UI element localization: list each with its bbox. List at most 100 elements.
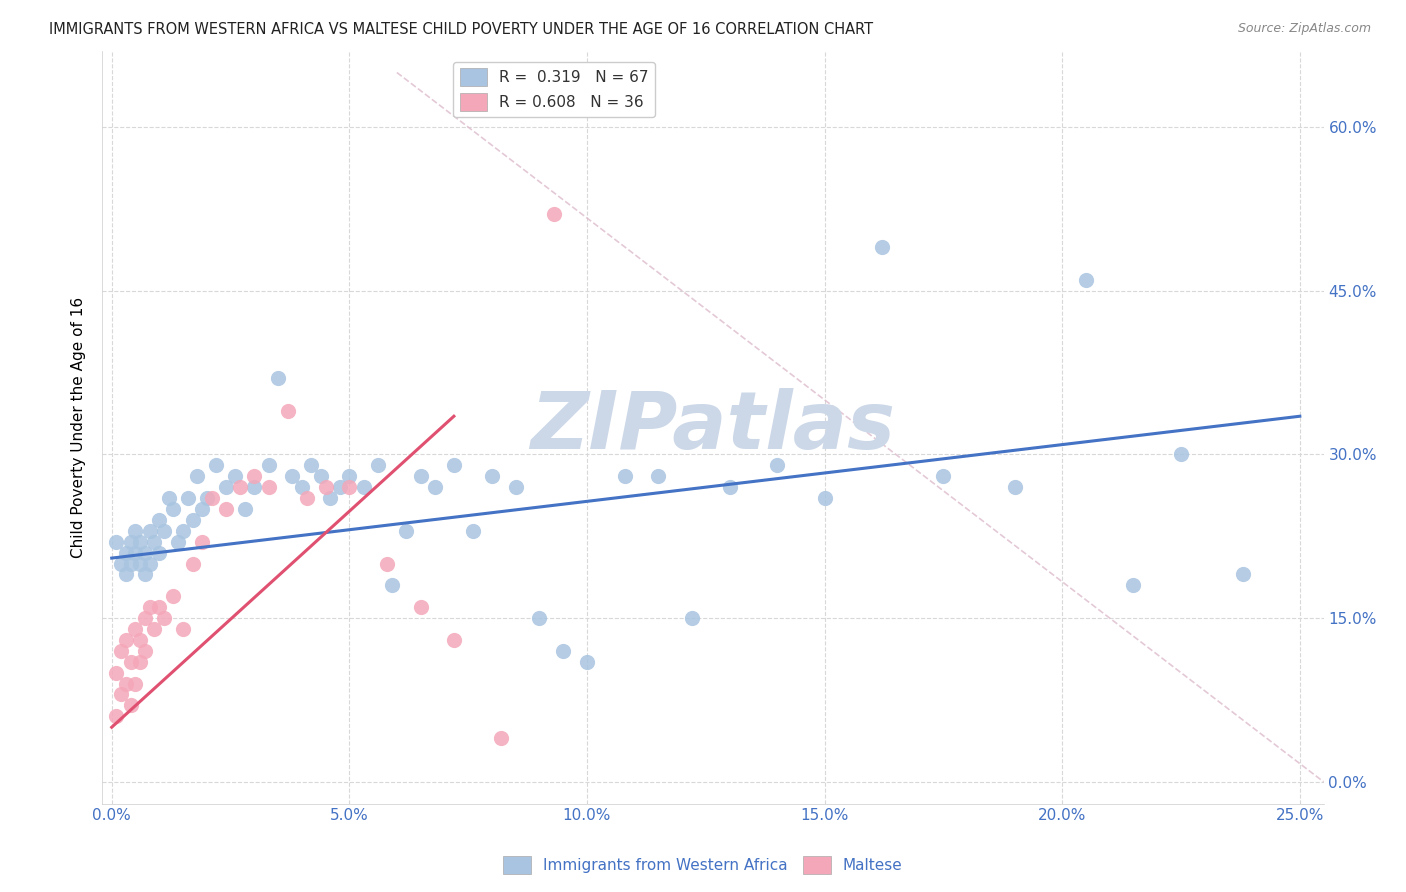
Point bbox=[172, 524, 194, 538]
Point bbox=[257, 480, 280, 494]
Point bbox=[481, 469, 503, 483]
Point bbox=[120, 655, 142, 669]
Text: ZIPatlas: ZIPatlas bbox=[530, 388, 896, 467]
Y-axis label: Child Poverty Under the Age of 16: Child Poverty Under the Age of 16 bbox=[72, 296, 86, 558]
Point bbox=[162, 589, 184, 603]
Point bbox=[105, 709, 128, 723]
Point bbox=[337, 480, 360, 494]
Point bbox=[229, 480, 252, 494]
Point bbox=[409, 600, 432, 615]
Point bbox=[367, 458, 389, 473]
Point bbox=[277, 404, 299, 418]
Legend: Immigrants from Western Africa, Maltese: Immigrants from Western Africa, Maltese bbox=[498, 850, 908, 880]
Point bbox=[124, 524, 146, 538]
Point bbox=[115, 632, 138, 647]
Point bbox=[115, 567, 138, 582]
Point bbox=[1232, 567, 1254, 582]
Point bbox=[575, 655, 598, 669]
Point bbox=[134, 611, 156, 625]
Point bbox=[105, 534, 128, 549]
Point bbox=[529, 611, 551, 625]
Point bbox=[134, 546, 156, 560]
Point bbox=[205, 458, 228, 473]
Text: Source: ZipAtlas.com: Source: ZipAtlas.com bbox=[1237, 22, 1371, 36]
Point bbox=[299, 458, 322, 473]
Point bbox=[215, 480, 238, 494]
Point bbox=[409, 469, 432, 483]
Point bbox=[614, 469, 637, 483]
Point bbox=[138, 524, 160, 538]
Point bbox=[381, 578, 404, 592]
Point bbox=[120, 557, 142, 571]
Point bbox=[143, 534, 166, 549]
Point bbox=[129, 557, 152, 571]
Point bbox=[124, 622, 146, 636]
Point bbox=[129, 632, 152, 647]
Point bbox=[395, 524, 418, 538]
Point bbox=[309, 469, 332, 483]
Point bbox=[353, 480, 375, 494]
Point bbox=[105, 665, 128, 680]
Point bbox=[153, 524, 176, 538]
Point bbox=[377, 557, 399, 571]
Legend: R =  0.319   N = 67, R = 0.608   N = 36: R = 0.319 N = 67, R = 0.608 N = 36 bbox=[453, 62, 655, 117]
Point bbox=[1004, 480, 1026, 494]
Point bbox=[148, 546, 170, 560]
Point bbox=[186, 469, 208, 483]
Point bbox=[115, 546, 138, 560]
Point bbox=[766, 458, 789, 473]
Point bbox=[932, 469, 955, 483]
Point bbox=[315, 480, 337, 494]
Point bbox=[110, 644, 132, 658]
Point bbox=[1122, 578, 1144, 592]
Point bbox=[138, 600, 160, 615]
Point bbox=[134, 567, 156, 582]
Point bbox=[337, 469, 360, 483]
Point bbox=[115, 676, 138, 690]
Point bbox=[129, 655, 152, 669]
Point bbox=[295, 491, 318, 505]
Point bbox=[120, 534, 142, 549]
Point bbox=[233, 502, 256, 516]
Point bbox=[157, 491, 180, 505]
Point bbox=[215, 502, 238, 516]
Point bbox=[224, 469, 246, 483]
Point bbox=[162, 502, 184, 516]
Point bbox=[148, 600, 170, 615]
Point bbox=[124, 676, 146, 690]
Point bbox=[243, 469, 266, 483]
Point bbox=[443, 458, 465, 473]
Point bbox=[1074, 273, 1097, 287]
Point bbox=[329, 480, 352, 494]
Point bbox=[281, 469, 304, 483]
Point bbox=[110, 557, 132, 571]
Point bbox=[124, 546, 146, 560]
Point bbox=[647, 469, 669, 483]
Point bbox=[718, 480, 741, 494]
Point bbox=[143, 622, 166, 636]
Point bbox=[243, 480, 266, 494]
Point bbox=[813, 491, 835, 505]
Point bbox=[138, 557, 160, 571]
Point bbox=[291, 480, 314, 494]
Point bbox=[148, 513, 170, 527]
Point bbox=[110, 688, 132, 702]
Point bbox=[491, 731, 513, 746]
Point bbox=[167, 534, 190, 549]
Point bbox=[191, 502, 214, 516]
Text: IMMIGRANTS FROM WESTERN AFRICA VS MALTESE CHILD POVERTY UNDER THE AGE OF 16 CORR: IMMIGRANTS FROM WESTERN AFRICA VS MALTES… bbox=[49, 22, 873, 37]
Point bbox=[200, 491, 222, 505]
Point bbox=[129, 534, 152, 549]
Point bbox=[153, 611, 176, 625]
Point bbox=[319, 491, 342, 505]
Point bbox=[134, 644, 156, 658]
Point bbox=[195, 491, 218, 505]
Point bbox=[1170, 447, 1192, 461]
Point bbox=[681, 611, 703, 625]
Point bbox=[181, 557, 204, 571]
Point bbox=[181, 513, 204, 527]
Point bbox=[267, 371, 290, 385]
Point bbox=[461, 524, 484, 538]
Point bbox=[172, 622, 194, 636]
Point bbox=[443, 632, 465, 647]
